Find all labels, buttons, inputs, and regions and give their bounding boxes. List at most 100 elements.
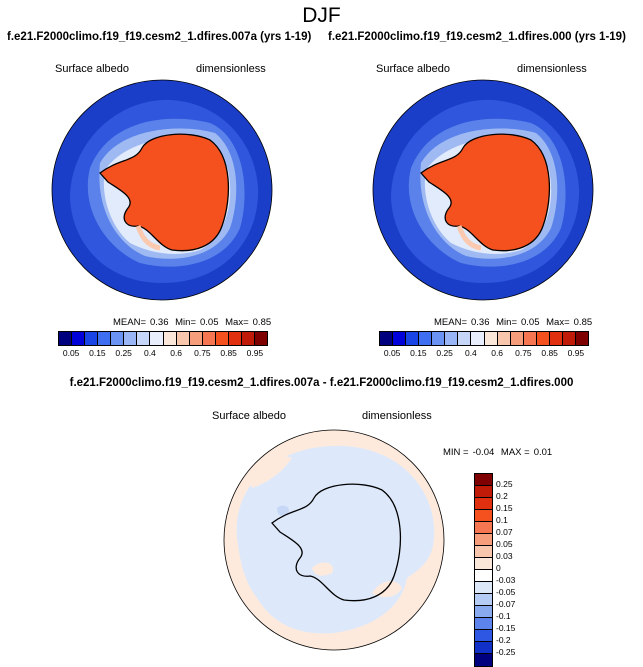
colorbar-tick-label: 0.03 [496, 551, 513, 561]
colorbar-tick-label: -0.25 [496, 647, 516, 657]
colorbar-tick-label: 0.05 [383, 348, 401, 358]
colorbar-tick-label: -0.03 [496, 575, 516, 585]
colorbar-tick-label: -0.07 [496, 599, 516, 609]
colorbar-tick-label: -0.15 [496, 623, 516, 633]
colorbar-cell [85, 332, 99, 345]
season-title: DJF [302, 4, 341, 27]
colorbar-tick-label: 0.6 [170, 348, 183, 358]
colorbar-tick-label: 0.15 [89, 348, 106, 358]
colorbar-cell [475, 606, 492, 618]
right-map [372, 79, 594, 301]
colorbar-cell [445, 332, 459, 345]
left-units-label: dimensionless [196, 63, 266, 75]
antarctica [420, 133, 551, 252]
colorbar-cell [475, 618, 492, 630]
colorbar-tick-label: 0.75 [194, 348, 211, 358]
colorbar-tick-label: 0.4 [464, 348, 477, 358]
colorbar-cell [475, 522, 492, 534]
right-colorbar: 0.05 0.15 0.25 0.4 0.6 0.75 0.85 0.95 [379, 331, 589, 358]
diff-units-label: dimensionless [362, 410, 432, 422]
colorbar-cell [575, 332, 588, 345]
diff-stats: MIN = -0.04 MAX = 0.01 [443, 447, 553, 458]
colorbar-cell [215, 332, 229, 345]
colorbar-cell [458, 332, 472, 345]
colorbar-cell [189, 332, 203, 345]
colorbar-cell [475, 498, 492, 510]
colorbar-tick-label: 0.85 [541, 348, 558, 358]
colorbar-tick-label: 0.15 [496, 503, 513, 513]
colorbar-tick-label: 0.4 [143, 348, 156, 358]
antarctica-outline [271, 483, 402, 602]
colorbar-tick-label: 0.15 [410, 348, 427, 358]
colorbar-cell [419, 332, 433, 345]
left-panel-title: f.e21.F2000climo.f19_f19.cesm2_1.dfires.… [7, 31, 312, 43]
colorbar-cell [163, 332, 177, 345]
colorbar-cell [393, 332, 407, 345]
left-map [51, 79, 273, 301]
colorbar-tick-label: 0.07 [496, 527, 513, 537]
colorbar-tick-label: 0.25 [436, 348, 453, 358]
colorbar-cell [475, 594, 492, 606]
colorbar-cell [59, 332, 73, 345]
colorbar-tick-label: 0.95 [246, 348, 264, 358]
colorbar-cell [432, 332, 446, 345]
left-colorbar: 0.05 0.15 0.25 0.4 0.6 0.75 0.85 0.95 [58, 331, 268, 358]
colorbar-cell [497, 332, 511, 345]
colorbar-tick-label: 0.2 [496, 491, 508, 501]
colorbar-cell [111, 332, 125, 345]
diff-title: f.e21.F2000climo.f19_f19.cesm2_1.dfires.… [69, 377, 574, 389]
colorbar-cell [475, 534, 492, 546]
left-stats: MEAN= 0.36 Min= 0.05 Max= 0.85 [113, 317, 272, 328]
colorbar-cell [562, 332, 576, 345]
colorbar-cell [176, 332, 190, 345]
colorbar-cell [475, 654, 492, 666]
colorbar-cell [380, 332, 394, 345]
diff-colorbar [474, 473, 493, 667]
colorbar-cell [475, 558, 492, 570]
colorbar-cell [549, 332, 563, 345]
colorbar-cell [72, 332, 86, 345]
colorbar-tick-label: 0.85 [220, 348, 237, 358]
colorbar-tick-label: 0.05 [62, 348, 80, 358]
colorbar-cell [241, 332, 255, 345]
colorbar-cell [124, 332, 138, 345]
right-units-label: dimensionless [517, 63, 587, 75]
colorbar-cell [137, 332, 151, 345]
colorbar-cell [475, 546, 492, 558]
colorbar-tick-label: 0.25 [496, 479, 513, 489]
colorbar-tick-label: 0.75 [515, 348, 532, 358]
colorbar-tick-label: 0 [496, 563, 501, 573]
colorbar-cell [475, 630, 492, 642]
colorbar-tick-label: 0.95 [567, 348, 585, 358]
right-stats: MEAN= 0.36 Min= 0.05 Max= 0.85 [434, 317, 593, 328]
colorbar-cell [510, 332, 524, 345]
colorbar-cell [475, 486, 492, 498]
colorbar-tick-label: 0.1 [496, 515, 508, 525]
antarctica [99, 133, 230, 252]
diff-colorbar-ticks: 0.25 0.2 0.15 0.1 0.07 0.05 0.03 0 -0.03 -0.05 -0.… [496, 473, 536, 657]
left-variable-label: Surface albedo [55, 63, 129, 75]
colorbar-cell [228, 332, 242, 345]
colorbar-cell [254, 332, 267, 345]
right-panel-title: f.e21.F2000climo.f19_f19.cesm2_1.dfires.… [328, 31, 626, 43]
colorbar-cell [475, 642, 492, 654]
colorbar-tick-label: 0.6 [491, 348, 504, 358]
colorbar-cell [202, 332, 216, 345]
colorbar-cell [536, 332, 550, 345]
colorbar-cell [471, 332, 485, 345]
colorbar-cell [475, 582, 492, 594]
colorbar-cell [523, 332, 537, 345]
colorbar-cell [406, 332, 420, 345]
diff-variable-label: Surface albedo [212, 410, 286, 422]
colorbar-tick-label: 0.25 [115, 348, 132, 358]
colorbar-tick-label: 0.05 [496, 539, 513, 549]
colorbar-cell [98, 332, 112, 345]
colorbar-tick-label: -0.1 [496, 611, 511, 621]
colorbar-tick-label: -0.2 [496, 635, 511, 645]
colorbar-cell [150, 332, 164, 345]
colorbar-cell [484, 332, 498, 345]
diff-map [223, 429, 445, 651]
right-variable-label: Surface albedo [376, 63, 450, 75]
colorbar-cell [475, 570, 492, 582]
colorbar-cell [475, 510, 492, 522]
